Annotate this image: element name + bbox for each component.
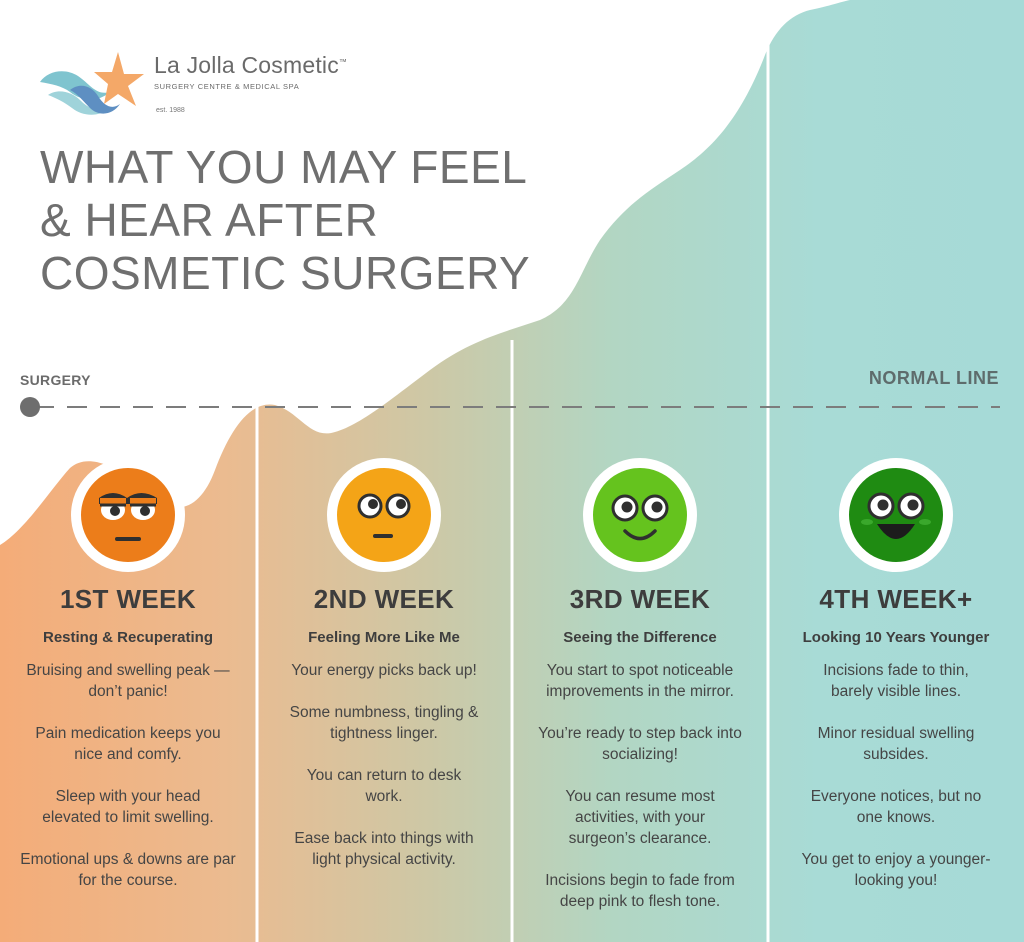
week-item: You get to enjoy a younger-looking you! <box>801 851 991 889</box>
week-subtitle: Seeing the Difference <box>563 629 717 646</box>
brand-logo: La Jolla Cosmetic™ SURGERY CENTRE & MEDI… <box>154 52 347 91</box>
week-column-4: 4TH WEEK+ Looking 10 Years Younger Incis… <box>768 584 1024 912</box>
title-line: COSMETIC SURGERY <box>40 247 531 299</box>
surgery-label: SURGERY <box>20 372 91 388</box>
week-item: You can resume most activities, with you… <box>565 788 715 847</box>
week-subtitle: Resting & Recuperating <box>42 629 214 646</box>
week-item: Sleep with your head elevated to limit s… <box>42 788 214 826</box>
title-line: & HEAR AFTER <box>40 194 379 246</box>
grinning-face-icon <box>839 458 953 572</box>
week-item: Bruising and swelling peak —don’t panic! <box>26 662 230 700</box>
week-item: Your energy picks back up! <box>291 662 477 679</box>
week-item: You can return to desk work. <box>306 767 462 805</box>
week-column-2: 2ND WEEK Feeling More Like Me Your energ… <box>256 584 512 891</box>
week-item: Pain medication keeps you nice and comfy… <box>35 725 221 763</box>
normal-line-label: NORMAL LINE <box>868 368 999 388</box>
brand-established: est. 1988 <box>156 107 185 114</box>
week-subtitle: Feeling More Like Me <box>308 629 460 646</box>
week-title: 4TH WEEK+ <box>819 584 973 614</box>
grumpy-face-icon <box>71 458 185 572</box>
brand-name: La Jolla Cosmetic™ <box>154 52 348 78</box>
week-item: Incisions fade to thin, barely visible l… <box>823 662 969 700</box>
brand-subtitle: SURGERY CENTRE & MEDICAL SPA <box>154 82 300 91</box>
neutral-face-icon <box>327 458 441 572</box>
week-item: You start to spot noticeable improvement… <box>546 662 734 700</box>
week-item: Everyone notices, but no one knows. <box>810 788 982 826</box>
surgery-start-dot <box>20 397 40 417</box>
week-column-1: 1ST WEEK Resting & Recuperating Bruising… <box>0 584 256 912</box>
week-item: Some numbness, tingling & tightness ling… <box>289 704 479 742</box>
week-title: 3RD WEEK <box>569 584 711 614</box>
week-item: Emotional ups & downs are par for the co… <box>20 851 236 889</box>
page-title: WHAT YOU MAY FEEL & HEAR AFTER COSMETIC … <box>40 141 600 300</box>
starfish-wave-logo-icon <box>40 52 144 115</box>
week-subtitle: Looking 10 Years Younger <box>802 629 990 646</box>
week-item: Ease back into things with light physica… <box>294 830 474 868</box>
smiling-face-icon <box>583 458 697 572</box>
week-item: You’re ready to step back into socializi… <box>538 725 742 763</box>
week-item: Minor residual swelling subsides. <box>817 725 975 763</box>
week-title: 1ST WEEK <box>59 584 197 614</box>
week-title: 2ND WEEK <box>313 584 455 614</box>
week-column-3: 3RD WEEK Seeing the Difference You start… <box>512 584 768 933</box>
title-line: WHAT YOU MAY FEEL <box>40 141 528 193</box>
week-item: Incisions begin to fade from deep pink t… <box>545 872 735 910</box>
